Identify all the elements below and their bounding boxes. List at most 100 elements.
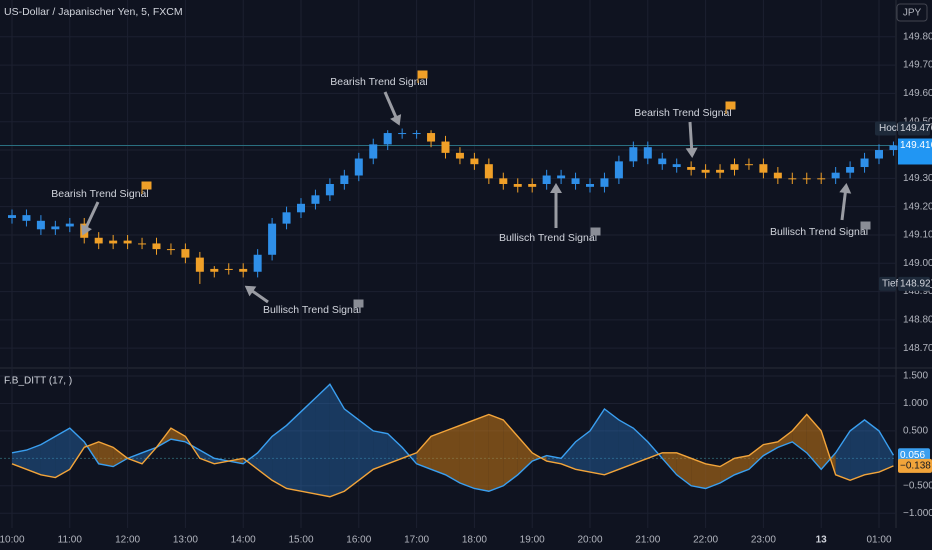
x-tick-label: 17:00 [404,535,429,546]
candle-body [282,212,291,224]
band-fill [864,419,879,475]
x-tick-label: 22:00 [693,535,718,546]
candle-body [224,268,233,270]
annotation-text: Bearish Trend Signal [634,107,731,119]
candle-body [383,133,392,145]
candle-body [600,178,609,187]
candle-body [94,237,103,244]
band-fill [257,436,273,481]
overlays: Bearish Trend Signal Bullisch Trend Signa… [51,70,932,473]
candle-body [441,141,450,153]
band-fill [431,430,446,475]
band-fill [199,450,215,464]
band-fill [806,414,822,470]
arrow-head [839,183,852,194]
y-tick-label: 149.000 [903,258,932,269]
candle-body [542,175,551,184]
x-tick-label: 13 [816,535,828,546]
candle-body [557,175,566,179]
symbol-title: US-Dollar / Japanischer Yen, 5, FXCM [4,6,183,18]
candle-body [65,223,74,227]
band-fill [127,452,143,464]
candle-body [643,147,652,159]
candle-body [340,175,349,184]
band-fill [590,408,605,475]
indicator-line [11,383,895,492]
signal-flag [860,221,871,234]
band-fill [55,428,70,478]
candle-body [427,133,436,142]
candle-body [701,169,710,173]
last-value-bg [898,138,932,165]
candle-body [730,164,739,170]
marks [8,128,898,498]
signal-flag [353,299,364,312]
x-tick-label: 15:00 [288,535,313,546]
signal-flag [590,227,601,240]
candle-body [773,172,782,179]
band-fill [720,458,735,484]
candle-body [831,172,840,179]
high-value-bg [898,121,930,136]
candle-body [253,254,262,272]
y-tick-label: 148.800 [903,315,932,326]
x-tick-label: 16:00 [346,535,371,546]
y-tick-label: 1.500 [903,371,928,382]
indicator-last-orange-bg [898,458,932,473]
candle-body [181,249,190,258]
candle-body [398,133,407,135]
candle-body [629,147,638,162]
indicator-last-blue-bg [898,448,930,463]
y-tick-label: 148.900 [903,286,932,297]
band-fill [835,430,851,481]
signal-flag [141,181,152,194]
band-fill [488,414,504,492]
band-fill [705,463,721,489]
candle-body [614,161,623,179]
band-fill [113,447,128,467]
x-tick-label: 18:00 [462,535,487,546]
annotation-text: Bullisch Trend Signal [263,304,361,316]
candle-body [499,178,508,184]
candle-body [325,184,334,196]
candle-body [195,257,204,272]
candle-body [875,150,883,159]
band-fill [604,408,619,475]
low-tag-bg [879,276,896,291]
arrow-head [81,224,92,236]
annotation-text: Bearish Trend Signal [51,188,148,200]
candle-body [152,243,161,250]
band-fill [633,428,648,464]
candle-body [36,220,45,230]
y-tick-label: 149.300 [903,173,932,184]
band-fill [40,436,56,478]
candle-body [759,164,768,173]
candle-body [586,184,594,187]
signal-flag [417,70,428,83]
band-fill [503,419,518,486]
band-fill [691,458,706,489]
candle-body [123,240,132,244]
y-tick-label: 1.000 [903,398,928,409]
x-tick-label: 01:00 [866,535,891,546]
band-fill [387,433,403,464]
x-tick-label: 23:00 [751,535,776,546]
x-tick-label: 11:00 [58,535,83,546]
candle-body [528,184,537,187]
annotation-text: Bearish Trend Signal [330,76,427,88]
indicator-last-blue: 0.056 [900,450,925,461]
candle-body [268,223,277,255]
band-fill [243,452,258,470]
candle-body [658,158,667,165]
band-fill [662,452,677,475]
x-tick-label: 20:00 [577,535,602,546]
low-value: 148.927 [900,279,932,290]
candle-body [672,164,681,168]
candle-body [297,203,305,213]
candle-body [22,215,31,221]
y-tick-label: 149.800 [903,31,932,42]
currency-button[interactable] [896,3,928,22]
currency-label[interactable]: JPY [903,8,922,19]
band-fill [459,419,475,489]
candle-body [802,178,811,180]
